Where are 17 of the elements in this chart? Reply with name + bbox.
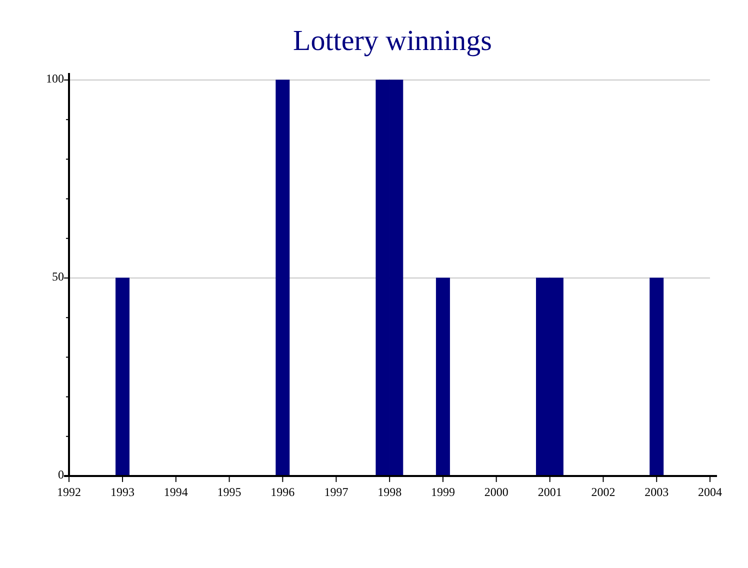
x-tick-label: 2001 <box>538 485 562 499</box>
x-tick-label: 1995 <box>217 485 242 499</box>
x-tick-label: 1997 <box>324 485 348 499</box>
y-tick-label: 100 <box>46 71 64 86</box>
x-tick-label: 1994 <box>164 485 188 499</box>
y-tick-label: 0 <box>58 467 64 482</box>
x-tick-label: 2002 <box>591 485 616 499</box>
y-tick-label: 50 <box>52 269 64 284</box>
x-tick-label: 1993 <box>110 485 135 499</box>
x-tick-label: 2004 <box>698 485 722 499</box>
x-tick-label: 2003 <box>644 485 669 499</box>
x-tick-label: 1992 <box>57 485 81 499</box>
x-tick-label: 1999 <box>430 485 455 499</box>
x-tick-label: 2000 <box>484 485 508 499</box>
x-tick-label: 1998 <box>378 485 402 499</box>
chart-title: Lottery winnings <box>293 25 492 57</box>
x-tick-label: 1996 <box>270 485 295 499</box>
